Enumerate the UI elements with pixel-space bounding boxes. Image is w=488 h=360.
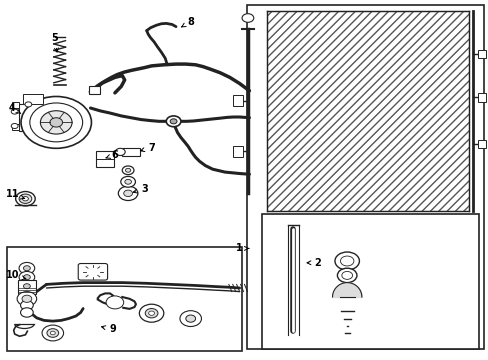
Circle shape bbox=[124, 179, 131, 184]
Circle shape bbox=[145, 309, 158, 318]
Circle shape bbox=[19, 271, 35, 283]
Circle shape bbox=[337, 268, 356, 283]
Text: 8: 8 bbox=[182, 17, 194, 27]
Bar bbox=[233, 95, 243, 106]
Circle shape bbox=[118, 186, 138, 201]
Bar bbox=[266, 11, 468, 211]
Bar bbox=[477, 93, 485, 102]
Text: 11: 11 bbox=[5, 189, 24, 199]
Bar bbox=[12, 102, 19, 108]
Bar bbox=[246, 5, 483, 349]
Circle shape bbox=[185, 315, 195, 322]
Circle shape bbox=[340, 256, 353, 266]
Circle shape bbox=[25, 102, 32, 107]
Text: 6: 6 bbox=[106, 150, 118, 160]
Bar bbox=[233, 146, 243, 157]
Circle shape bbox=[21, 96, 91, 148]
Circle shape bbox=[106, 296, 123, 309]
Text: 3: 3 bbox=[133, 184, 147, 194]
FancyBboxPatch shape bbox=[78, 264, 107, 280]
Circle shape bbox=[121, 176, 135, 187]
Circle shape bbox=[139, 304, 163, 322]
Text: 5: 5 bbox=[51, 33, 58, 52]
Bar bbox=[477, 50, 485, 58]
Bar bbox=[477, 140, 485, 148]
Circle shape bbox=[180, 311, 201, 327]
Circle shape bbox=[50, 118, 62, 127]
Circle shape bbox=[23, 284, 30, 289]
Circle shape bbox=[19, 280, 35, 292]
Circle shape bbox=[125, 168, 130, 172]
Circle shape bbox=[50, 331, 55, 335]
Circle shape bbox=[47, 329, 59, 337]
Circle shape bbox=[242, 14, 253, 22]
Bar bbox=[96, 151, 114, 167]
Bar bbox=[122, 148, 140, 156]
Circle shape bbox=[20, 301, 33, 310]
Circle shape bbox=[334, 252, 359, 270]
Circle shape bbox=[170, 119, 177, 124]
Text: 9: 9 bbox=[102, 324, 116, 334]
Bar bbox=[7, 247, 242, 351]
Circle shape bbox=[148, 311, 154, 315]
Text: 1: 1 bbox=[236, 243, 248, 253]
Bar bbox=[12, 124, 19, 130]
Text: 10: 10 bbox=[5, 270, 26, 280]
Bar bbox=[23, 94, 43, 104]
Circle shape bbox=[122, 166, 134, 175]
Circle shape bbox=[17, 292, 37, 306]
Circle shape bbox=[11, 109, 18, 114]
Circle shape bbox=[123, 190, 132, 197]
Bar bbox=[261, 214, 478, 349]
Text: 4: 4 bbox=[9, 103, 20, 113]
Circle shape bbox=[23, 266, 30, 271]
Circle shape bbox=[19, 262, 35, 274]
Circle shape bbox=[115, 148, 125, 156]
Text: 2: 2 bbox=[306, 258, 321, 268]
Circle shape bbox=[41, 111, 72, 134]
Circle shape bbox=[11, 123, 18, 129]
Circle shape bbox=[42, 325, 63, 341]
Circle shape bbox=[19, 194, 32, 203]
Circle shape bbox=[166, 116, 181, 127]
Circle shape bbox=[23, 275, 30, 280]
Circle shape bbox=[30, 103, 82, 142]
Text: 7: 7 bbox=[141, 143, 155, 153]
Bar bbox=[19, 104, 48, 131]
Bar bbox=[18, 280, 36, 294]
Circle shape bbox=[16, 192, 35, 206]
Circle shape bbox=[22, 197, 28, 201]
Circle shape bbox=[20, 308, 33, 317]
Circle shape bbox=[22, 295, 32, 302]
Circle shape bbox=[341, 271, 352, 279]
Bar bbox=[89, 86, 100, 94]
